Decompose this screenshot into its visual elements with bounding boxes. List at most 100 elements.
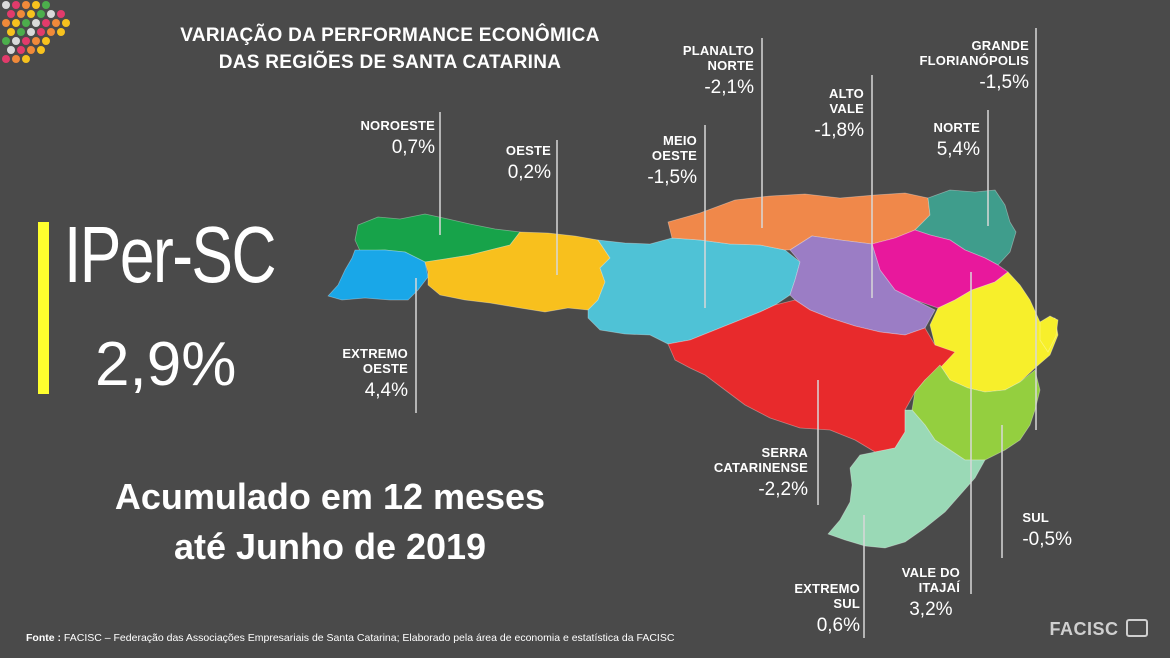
logo-dot <box>37 10 45 18</box>
logo-dot <box>17 46 25 54</box>
logo-dots <box>2 1 70 63</box>
label-extremo-oeste: EXTREMO OESTE 4,4% <box>342 346 408 403</box>
label-norte: NORTE 5,4% <box>934 120 981 162</box>
logo-dot <box>2 55 10 63</box>
label-noroeste: NOROESTE 0,7% <box>360 118 435 160</box>
region-sul <box>827 409 986 549</box>
logo-dot <box>32 37 40 45</box>
label-extremo-oeste-name-1: EXTREMO <box>342 346 408 361</box>
logo-dot <box>12 55 20 63</box>
logo-dot <box>7 28 15 36</box>
label-extremo-oeste-value: 4,4% <box>364 380 408 401</box>
index-value: 2,9% <box>95 330 237 399</box>
label-planalto-norte-name-1: PLANALTO <box>682 43 754 58</box>
logo-dot <box>62 19 70 27</box>
label-planalto-norte-name-2: NORTE <box>707 58 754 73</box>
label-sul-value: -0,5% <box>1022 529 1072 550</box>
label-oeste-value: 0,2% <box>507 162 551 183</box>
index-name: IPer-SC <box>64 210 277 299</box>
label-norte-name: NORTE <box>933 120 980 135</box>
source-note: Fonte : FACISC – Federação das Associaçõ… <box>26 632 674 644</box>
logo-dot <box>27 46 35 54</box>
logo-dot <box>57 10 65 18</box>
period-caption: Acumulado em 12 meses até Junho de 2019 <box>40 472 620 572</box>
logo-dot <box>17 28 25 36</box>
logo-dot <box>2 1 10 9</box>
label-norte-value: 5,4% <box>936 139 980 160</box>
island-florianopolis <box>1039 315 1059 353</box>
label-extremo-sul-name-2: SUL <box>833 596 860 611</box>
title-line-2: DAS REGIÕES DE SANTA CATARINA <box>218 52 562 73</box>
label-extremo-sul-value: 0,6% <box>816 615 860 636</box>
label-extremo-sul-name-1: EXTREMO <box>794 581 860 596</box>
label-vale-do-itajai-name-1: VALE DO <box>901 565 960 580</box>
logo-dot <box>57 28 65 36</box>
label-oeste: OESTE 0,2% <box>506 143 551 185</box>
period-line-2: até Junho de 2019 <box>173 526 487 567</box>
label-alto-vale-value: -1,8% <box>814 120 864 141</box>
label-serra-catarinense-value: -2,2% <box>758 479 808 500</box>
logo-dot <box>37 46 45 54</box>
label-alto-vale: ALTO VALE -1,8% <box>814 86 864 143</box>
logo-dot <box>12 19 20 27</box>
brand-name: FACISC <box>1049 619 1119 639</box>
brand-icon <box>1126 619 1148 637</box>
label-vale-do-itajai-name-2: ITAJAÍ <box>918 580 960 595</box>
map-title: VARIAÇÃO DA PERFORMANCE ECONÔMICA DAS RE… <box>120 22 660 76</box>
logo-dot <box>22 19 30 27</box>
label-grande-florianopolis-name-2: FLORIANÓPOLIS <box>919 53 1029 68</box>
period-line-1: Acumulado em 12 meses <box>114 476 546 517</box>
logo-dot <box>2 37 10 45</box>
logo-dot <box>32 19 40 27</box>
label-planalto-norte: PLANALTO NORTE -2,1% <box>683 43 754 100</box>
source-prefix: Fonte : <box>26 632 61 644</box>
accent-bar <box>38 222 49 394</box>
logo-dot <box>27 28 35 36</box>
label-oeste-name: OESTE <box>505 143 551 158</box>
logo-dot <box>2 19 10 27</box>
label-sul: SUL -0,5% <box>1022 510 1072 552</box>
label-meio-oeste-name-1: MEIO <box>662 133 697 148</box>
label-grande-florianopolis: GRANDE FLORIANÓPOLIS -1,5% <box>920 38 1030 95</box>
logo-dot <box>47 28 55 36</box>
label-meio-oeste-value: -1,5% <box>647 167 697 188</box>
label-grande-florianopolis-value: -1,5% <box>979 72 1029 93</box>
logo-dot <box>42 19 50 27</box>
label-sul-name: SUL <box>1022 510 1049 525</box>
label-alto-vale-name-1: ALTO <box>829 86 864 101</box>
logo-dot <box>52 19 60 27</box>
label-grande-florianopolis-name-1: GRANDE <box>971 38 1029 53</box>
source-text: FACISC – Federação das Associações Empre… <box>61 632 675 644</box>
label-vale-do-itajai-value: 3,2% <box>909 599 953 620</box>
logo-dot <box>42 37 50 45</box>
label-noroeste-value: 0,7% <box>391 137 435 158</box>
label-meio-oeste: MEIO OESTE -1,5% <box>647 133 697 190</box>
label-serra-catarinense-name-1: SERRA <box>761 445 808 460</box>
logo-dot <box>32 1 40 9</box>
logo-dot <box>7 46 15 54</box>
label-extremo-oeste-name-2: OESTE <box>362 361 408 376</box>
title-line-1: VARIAÇÃO DA PERFORMANCE ECONÔMICA <box>180 25 600 46</box>
logo-dot <box>47 10 55 18</box>
label-vale-do-itajai: VALE DO ITAJAÍ 3,2% <box>902 565 960 622</box>
brand-logo: FACISC <box>1049 619 1148 640</box>
label-serra-catarinense-name-2: CATARINENSE <box>713 460 808 475</box>
region-extremo-oeste <box>327 249 429 301</box>
label-meio-oeste-name-2: OESTE <box>651 148 697 163</box>
logo-dot <box>12 37 20 45</box>
label-extremo-sul: EXTREMO SUL 0,6% <box>794 581 860 638</box>
logo-dot <box>22 1 30 9</box>
label-serra-catarinense: SERRA CATARINENSE -2,2% <box>714 445 808 502</box>
logo-dot <box>7 10 15 18</box>
logo-dot <box>17 10 25 18</box>
label-alto-vale-name-2: VALE <box>829 101 864 116</box>
logo-dot <box>22 55 30 63</box>
label-planalto-norte-value: -2,1% <box>704 77 754 98</box>
logo-dot <box>42 1 50 9</box>
logo-dot <box>27 10 35 18</box>
label-noroeste-name: NOROESTE <box>360 118 435 133</box>
logo-dot <box>22 37 30 45</box>
logo-dot <box>37 28 45 36</box>
logo-dot <box>12 1 20 9</box>
